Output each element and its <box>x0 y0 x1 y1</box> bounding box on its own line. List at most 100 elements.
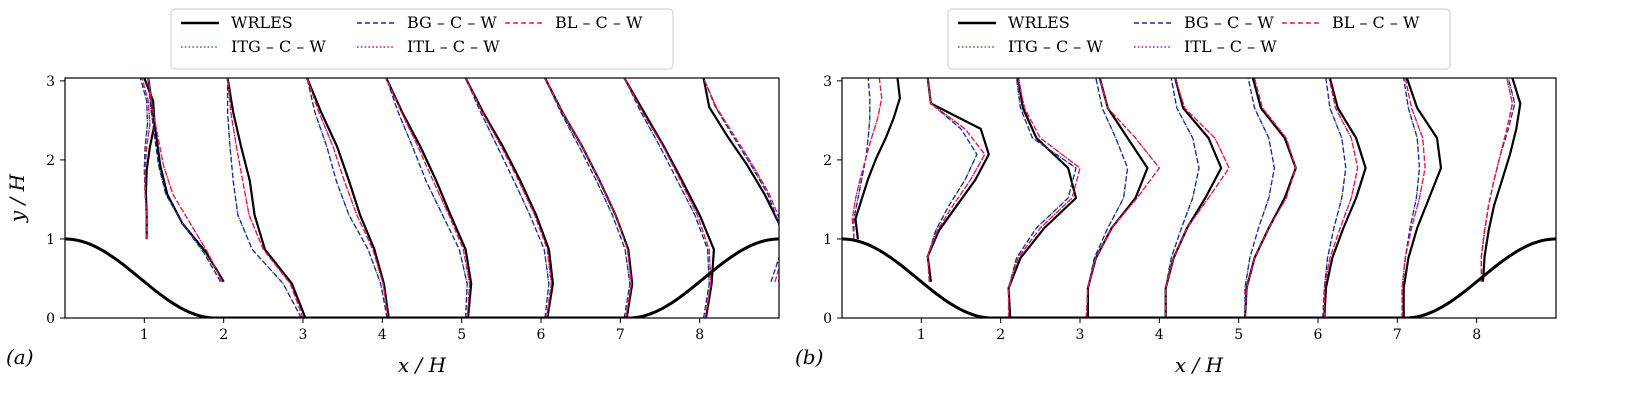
x-tick-label: 8 <box>695 327 704 343</box>
series-4-profile-7 <box>1401 78 1426 318</box>
series-1-profile-4 <box>385 78 468 318</box>
series-3-profile-4 <box>1165 78 1230 318</box>
series-0-profile-5 <box>1243 78 1297 318</box>
series-0-profile-5 <box>464 78 554 318</box>
legend-label-3: ITL – C – W <box>407 37 500 56</box>
series-2-profile-3 <box>1085 78 1129 318</box>
series-4-profile-5 <box>1244 78 1297 318</box>
x-tick-label: 3 <box>1076 327 1085 343</box>
series-1-profile-4 <box>1165 78 1200 318</box>
series-3-profile-3 <box>306 78 389 318</box>
series-0-profile-4 <box>385 78 473 318</box>
series-4-profile-3 <box>1085 78 1160 318</box>
legend-label-1: ITG – C – W <box>231 37 326 56</box>
x-axis-label: x / H <box>398 353 447 377</box>
series-4-profile-2 <box>1007 78 1081 318</box>
series-3-profile-4 <box>385 78 471 318</box>
series-4-profile-7 <box>623 78 712 318</box>
series-0-profile-7 <box>623 78 715 318</box>
legend-label-2: BG – C – W <box>407 13 497 32</box>
y-tick-label: 1 <box>46 232 55 248</box>
plot-frame <box>841 77 1557 319</box>
series-2-profile-7 <box>623 78 710 318</box>
series-2-profile-6 <box>1322 78 1347 318</box>
series-4-profile-3 <box>306 78 389 318</box>
series-3-profile-6 <box>544 78 633 318</box>
series-3-profile-1 <box>147 78 223 282</box>
series-0-profile-7 <box>1402 78 1443 318</box>
x-tick-label: 1 <box>140 327 149 343</box>
legend-box <box>170 8 674 70</box>
series-4-profile-0 <box>141 78 151 240</box>
series-2-profile-4 <box>385 78 468 318</box>
y-tick-label: 3 <box>823 74 832 90</box>
series-2-profile-2 <box>226 78 302 318</box>
plot-area <box>842 78 1556 318</box>
x-tick-label: 6 <box>1314 327 1323 343</box>
series-4-profile-1 <box>927 78 986 282</box>
series-0-profile-6 <box>544 78 634 318</box>
series-2-profile-5 <box>1244 78 1276 318</box>
series-2-profile-3 <box>306 78 388 318</box>
x-tick-label: 8 <box>1472 327 1481 343</box>
legend-label-2: BG – C – W <box>1184 13 1274 32</box>
legend: WRLES ITG – C – W BG – C – W ITL – C – W BL … <box>170 8 674 70</box>
panel-b: 1 2 3 4 5 6 7 8 0 1 2 3 x / H (b) WRLES ITG – C – W BG –… <box>795 8 1557 377</box>
x-tick-label: 5 <box>1234 327 1243 343</box>
panel-label: (a) <box>6 345 34 369</box>
hill-wall <box>842 237 1556 318</box>
series-2-profile-1 <box>927 78 978 282</box>
series-1-profile-1 <box>927 78 978 282</box>
series-2-profile-6 <box>544 78 631 318</box>
legend-label-3: ITL – C – W <box>1184 37 1277 56</box>
series-4-profile-5 <box>465 78 552 318</box>
series-0-profile-2 <box>226 78 307 318</box>
series-0-profile-2 <box>1007 78 1078 318</box>
plot-frame <box>64 77 780 319</box>
series-1-profile-3 <box>1085 78 1129 318</box>
series-4-profile-2 <box>226 78 304 318</box>
series-1-profile-1 <box>147 78 222 283</box>
series-1-profile-5 <box>465 78 550 318</box>
y-tick-label: 2 <box>823 153 832 169</box>
series-4-profile-0 <box>851 78 883 240</box>
legend-label-0: WRLES <box>1008 13 1070 32</box>
series-4-profile-6 <box>544 78 633 318</box>
y-tick-label: 3 <box>46 74 55 90</box>
x-tick-label: 5 <box>457 327 466 343</box>
plot-area <box>65 78 779 318</box>
series-2-profile-4 <box>1165 78 1200 318</box>
legend-label-4: BL – C – W <box>555 13 643 32</box>
x-tick-label: 1 <box>917 327 926 343</box>
series-2-profile-2 <box>1007 78 1077 318</box>
y-axis-label: y / H <box>5 173 29 223</box>
series-0-profile-3 <box>305 78 390 318</box>
x-tick-label: 6 <box>537 327 546 343</box>
x-tick-label: 7 <box>616 327 625 343</box>
series-2-profile-1 <box>147 78 222 283</box>
panel-label: (b) <box>795 345 823 369</box>
series-0-profile-6 <box>1323 78 1367 318</box>
series-4-profile-8 <box>703 78 779 282</box>
y-tick-label: 0 <box>46 311 55 327</box>
x-tick-label: 4 <box>1155 327 1164 343</box>
legend-label-1: ITG – C – W <box>1008 37 1103 56</box>
series-4-profile-1 <box>147 78 223 282</box>
x-tick-label: 4 <box>378 327 387 343</box>
y-tick-label: 2 <box>46 153 55 169</box>
series-2-profile-5 <box>465 78 550 318</box>
series-0-profile-8 <box>1481 78 1522 282</box>
series-0-profile-1 <box>147 78 225 283</box>
series-0-profile-0 <box>854 78 901 240</box>
series-1-profile-2 <box>1007 78 1077 318</box>
series-4-profile-8 <box>1480 78 1514 282</box>
series-1-profile-6 <box>544 78 631 318</box>
series-4-profile-4 <box>1165 78 1230 318</box>
series-4-profile-4 <box>385 78 471 318</box>
legend-label-0: WRLES <box>231 13 293 32</box>
y-tick-label: 1 <box>823 232 832 248</box>
series-1-profile-5 <box>1244 78 1276 318</box>
x-axis-label: x / H <box>1175 353 1224 377</box>
panel-a: 1 2 3 4 5 6 7 8 0 1 2 3 x / H y / H (a) WRLES ITG – C – … <box>5 8 780 377</box>
